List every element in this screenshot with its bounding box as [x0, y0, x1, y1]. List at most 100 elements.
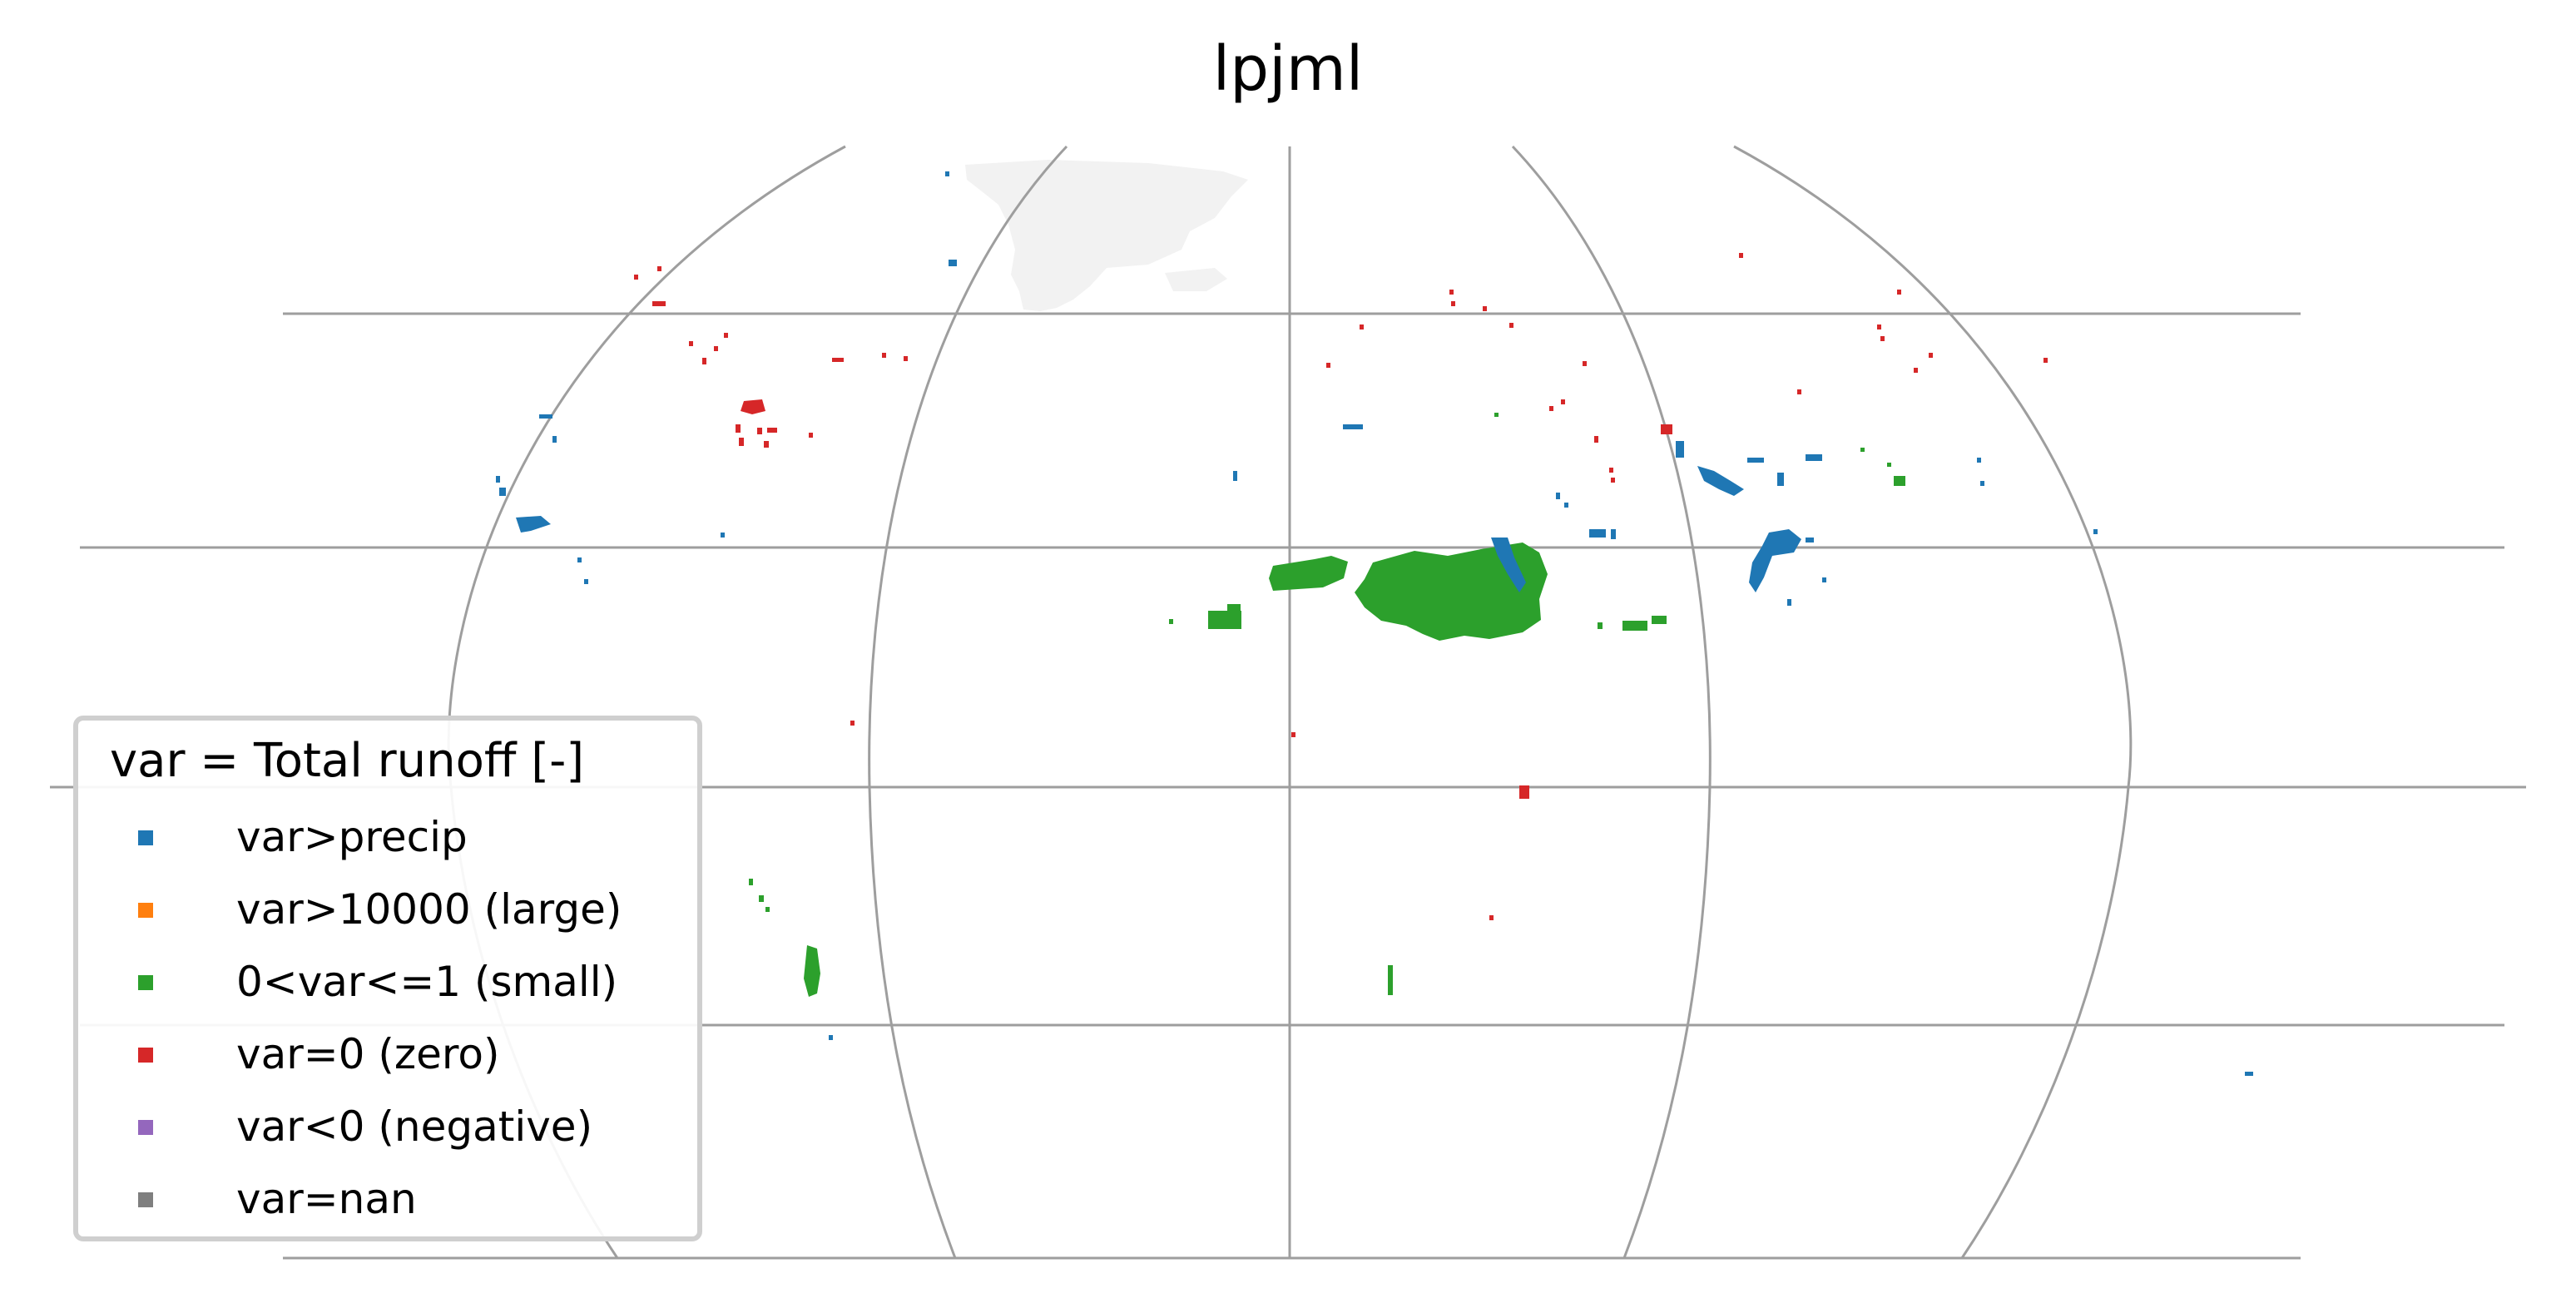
cell	[767, 428, 777, 433]
legend-label: var>precip	[236, 813, 468, 861]
legend-swatch	[138, 1120, 153, 1135]
cell	[714, 346, 718, 351]
cell	[1822, 577, 1826, 582]
cell	[2093, 529, 2098, 534]
cell	[1564, 503, 1568, 508]
cell-cluster	[804, 945, 820, 997]
cell	[657, 266, 661, 271]
cell	[1326, 363, 1330, 368]
cell-cluster	[1491, 538, 1526, 592]
cell	[945, 171, 949, 176]
cell	[1611, 529, 1616, 539]
cell	[1483, 306, 1487, 311]
cell-cluster	[1622, 621, 1647, 631]
cell	[1676, 441, 1684, 458]
cell	[1860, 448, 1865, 452]
cell	[724, 333, 728, 338]
land-background	[965, 160, 1248, 311]
map-title: lpjml	[1212, 33, 1364, 105]
cell	[1519, 785, 1529, 799]
meridian-line	[1733, 145, 2133, 1259]
cell	[702, 358, 706, 364]
cell	[829, 1035, 833, 1040]
cell	[832, 358, 844, 362]
legend-item-var-gt-10000: var>10000 (large)	[78, 884, 694, 934]
legend-swatch	[138, 903, 153, 918]
cell	[1509, 323, 1513, 328]
cell	[1589, 529, 1606, 538]
cell	[1343, 424, 1363, 429]
cell	[1360, 325, 1364, 329]
cell-cluster	[1227, 604, 1241, 612]
cell	[689, 341, 693, 346]
cell	[1556, 493, 1560, 499]
legend-item-nan: var=nan	[78, 1174, 694, 1224]
cells-zero	[634, 253, 2048, 920]
cell	[949, 260, 957, 266]
cell	[1739, 253, 1743, 258]
cell	[1806, 454, 1822, 461]
cell-cluster-central	[1355, 543, 1548, 641]
legend-item-negative: var<0 (negative)	[78, 1102, 694, 1152]
cells-small	[749, 413, 1905, 997]
cell	[765, 907, 770, 912]
cell	[1797, 389, 1801, 394]
cell	[1451, 301, 1455, 306]
legend-swatch	[138, 1192, 153, 1207]
cell	[1494, 413, 1499, 417]
cell	[739, 438, 744, 446]
legend-label: var=nan	[236, 1175, 417, 1223]
cell	[1897, 290, 1901, 295]
cell	[1747, 458, 1764, 463]
cell	[764, 441, 769, 448]
cell-cluster	[1749, 529, 1801, 592]
cell	[1929, 353, 1933, 358]
cell	[1169, 619, 1173, 624]
legend-label: var>10000 (large)	[236, 885, 622, 934]
legend-label: var=0 (zero)	[236, 1030, 500, 1078]
legend-title: var = Total runoff [-]	[110, 734, 585, 788]
cell	[552, 436, 557, 443]
cell	[749, 879, 753, 885]
legend-item-small: 0<var<=1 (small)	[78, 957, 694, 1007]
cell	[1388, 965, 1393, 995]
cell	[759, 895, 764, 902]
cell	[850, 721, 855, 726]
cell-cluster	[1894, 476, 1905, 486]
cell	[652, 301, 666, 306]
legend-item-var-gt-precip: var>precip	[78, 812, 694, 862]
cell	[1598, 622, 1603, 629]
cell	[1877, 325, 1881, 329]
cell	[1887, 463, 1891, 467]
cell	[904, 356, 908, 361]
cell	[539, 414, 552, 419]
cell	[809, 433, 813, 438]
cell	[1291, 732, 1295, 737]
cell	[1787, 599, 1791, 606]
cell	[1233, 471, 1237, 481]
cell	[1594, 436, 1598, 443]
cell	[499, 488, 506, 496]
cell	[1777, 473, 1784, 486]
cell	[1561, 399, 1565, 404]
cell	[1583, 361, 1587, 366]
cells-var-gt-precip	[496, 171, 2253, 1076]
cell	[1611, 478, 1615, 483]
meridian-line	[868, 145, 1068, 1259]
cell	[1980, 481, 1984, 486]
cell	[584, 579, 588, 584]
cell	[882, 353, 886, 358]
legend-label: var<0 (negative)	[236, 1102, 593, 1151]
cell	[1489, 915, 1494, 920]
cell	[2245, 1072, 2253, 1076]
legend-label: 0<var<=1 (small)	[236, 958, 618, 1006]
cell	[1914, 368, 1918, 373]
cell	[1549, 406, 1553, 411]
cell	[757, 428, 762, 434]
cell	[1449, 290, 1454, 295]
cell-cluster	[1697, 466, 1744, 496]
cell-cluster	[741, 399, 765, 414]
cell	[1806, 538, 1814, 543]
cell	[1880, 336, 1885, 341]
